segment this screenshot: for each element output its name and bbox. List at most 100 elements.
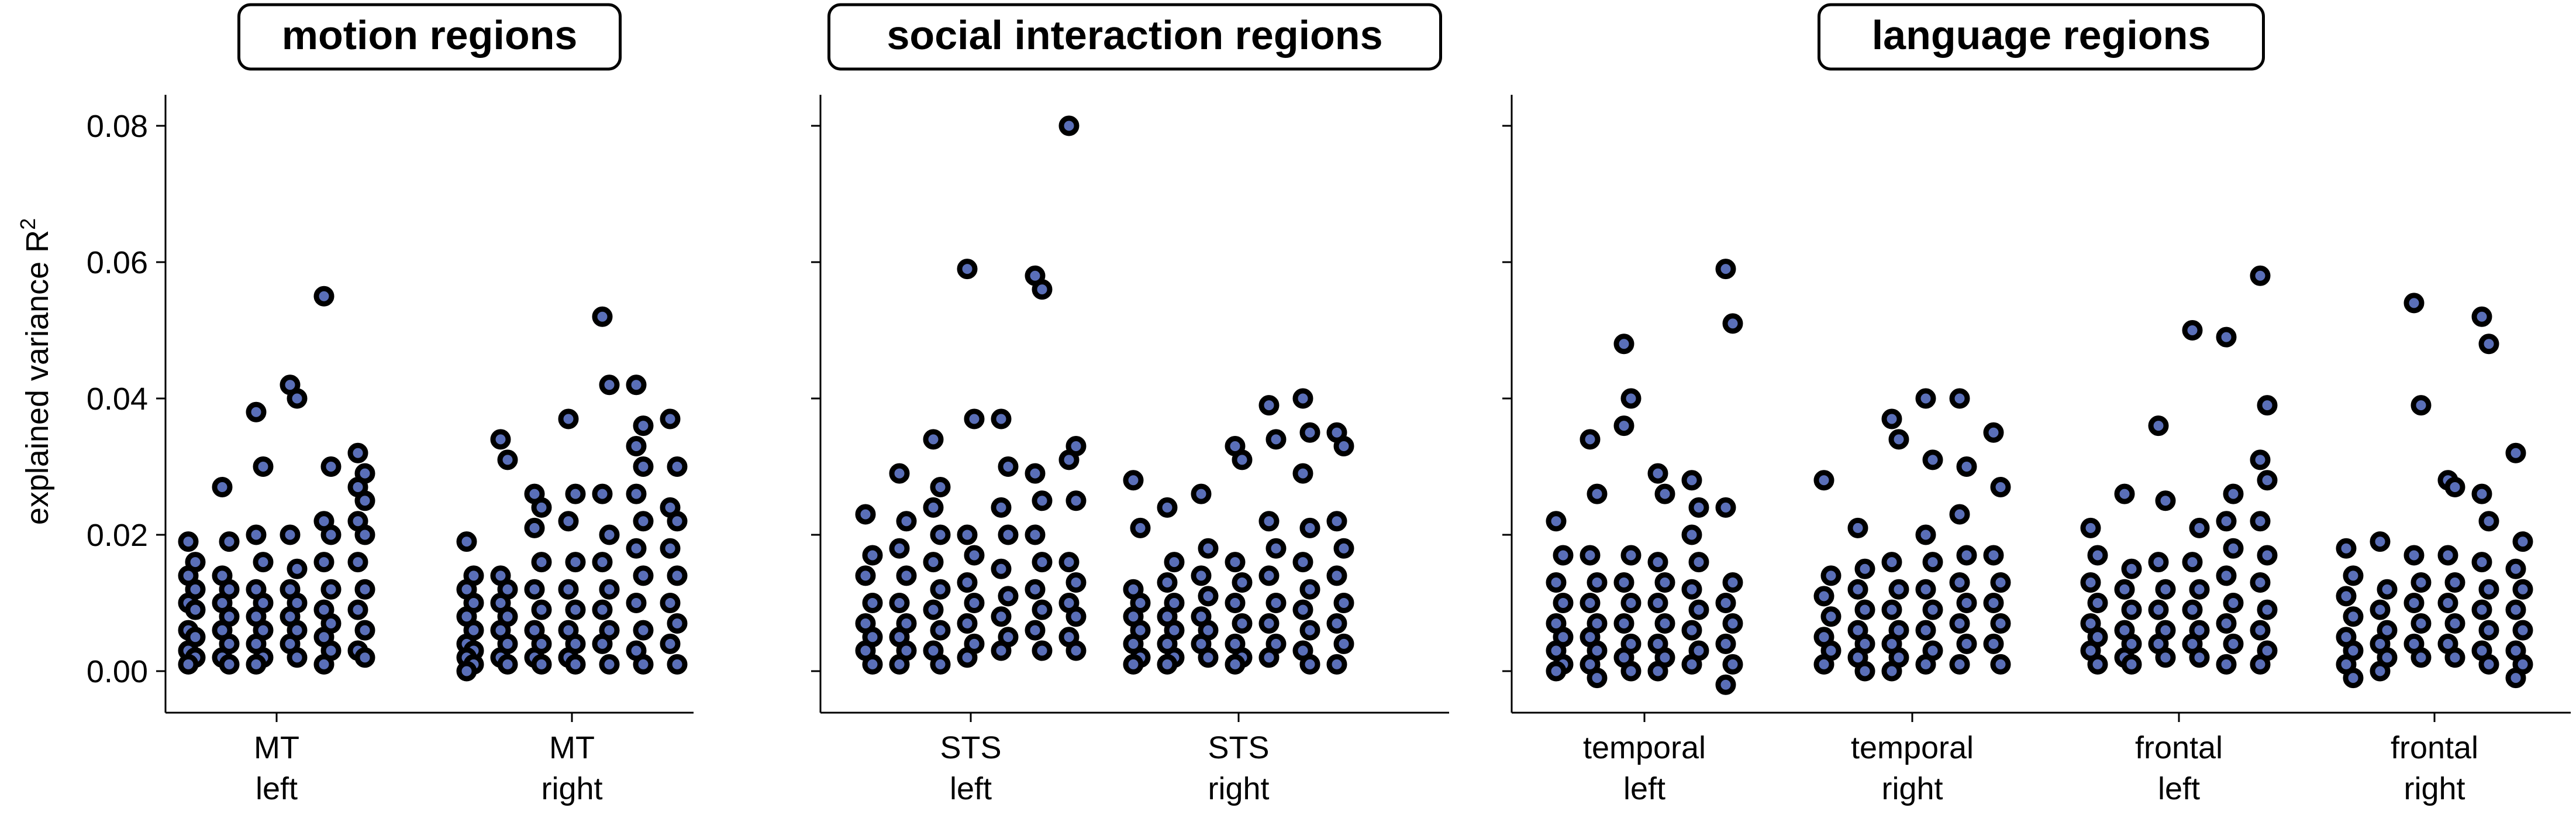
data-point (1620, 661, 1642, 682)
data-point (347, 599, 368, 620)
data-point (2444, 647, 2465, 668)
data-point (923, 599, 944, 620)
data-point (1032, 279, 1053, 300)
x-tick-label-line1: frontal (2135, 730, 2223, 765)
data-point (1232, 449, 1253, 470)
data-point (1681, 654, 1702, 675)
data-point (2411, 395, 2432, 416)
data-point (2505, 558, 2526, 579)
data-point (2216, 613, 2237, 634)
data-point (1654, 483, 1675, 504)
data-point (626, 374, 647, 396)
data-point (1990, 654, 2011, 675)
data-point (1258, 565, 1280, 586)
data-point (1949, 613, 1970, 634)
data-point (1292, 599, 1313, 620)
data-point (2087, 654, 2108, 675)
data-point (626, 436, 647, 457)
data-point (1813, 470, 1834, 491)
data-point (354, 647, 375, 668)
data-point (1580, 545, 1601, 566)
data-point (1265, 593, 1287, 613)
data-point (2471, 552, 2492, 573)
data-point (1546, 661, 1567, 682)
data-point (896, 565, 917, 586)
data-point (565, 552, 586, 573)
data-point (1292, 388, 1313, 409)
y-axis-label-superscript: 2 (16, 218, 40, 230)
data-point (1157, 497, 1178, 518)
data-point (2148, 599, 2169, 620)
data-point (1191, 483, 1212, 504)
data-point (1647, 593, 1668, 613)
x-tick-label-line2: left (950, 771, 992, 806)
data-point (246, 524, 267, 545)
data-point (565, 599, 586, 620)
data-point (599, 579, 620, 600)
panel-title: motion regions (282, 12, 578, 58)
data-point (1956, 633, 1977, 654)
data-point (2478, 511, 2499, 532)
data-point (1198, 586, 1219, 607)
data-point (2257, 545, 2278, 566)
data-point (185, 599, 206, 620)
data-point (2257, 395, 2278, 416)
data-point (178, 531, 199, 552)
data-point (2121, 558, 2142, 579)
data-point (2411, 647, 2432, 668)
data-point (2216, 654, 2237, 675)
data-point (1888, 429, 1909, 450)
data-point (592, 483, 613, 504)
data-point (2250, 265, 2271, 286)
data-point (1888, 579, 1909, 600)
data-point (1722, 654, 1743, 675)
data-point (599, 374, 620, 396)
data-point (1688, 599, 1709, 620)
data-point (1820, 606, 1842, 627)
data-point (1613, 334, 1634, 355)
data-point (633, 620, 654, 641)
data-point (1299, 422, 1320, 443)
data-point (354, 524, 375, 545)
data-point (1587, 668, 1608, 689)
data-point (889, 538, 910, 559)
data-point (1065, 606, 1087, 627)
y-tick-label: 0.08 (87, 109, 148, 144)
data-point (1292, 463, 1313, 484)
data-point (1123, 654, 1144, 675)
data-point (930, 654, 951, 675)
data-point (354, 620, 375, 641)
data-point (1299, 654, 1320, 675)
panel-title-box (237, 3, 622, 71)
panel-title-box (1818, 3, 2265, 71)
data-point (957, 647, 978, 668)
data-point (660, 633, 681, 654)
x-tick-label-line2: right (2403, 771, 2465, 806)
data-point (1620, 388, 1642, 409)
data-point (1265, 538, 1287, 559)
data-point (599, 654, 620, 675)
data-point (558, 511, 579, 532)
data-point (957, 259, 978, 280)
data-point (592, 306, 613, 327)
panel-1: motion regions 0.00 0.02 0.04 0.06 0.08 MT left… (87, 3, 694, 806)
data-point (2478, 334, 2499, 355)
panel-2: social interaction regions STS left STS righ… (811, 3, 1449, 806)
data-point (2403, 293, 2425, 314)
data-point (1620, 545, 1642, 566)
data-point (1922, 449, 1943, 470)
data-point (667, 613, 688, 634)
y-tick-label: 0.06 (87, 245, 148, 280)
data-point (1715, 633, 1736, 654)
data-point (1922, 599, 1943, 620)
data-point (1058, 552, 1080, 573)
data-point (930, 524, 951, 545)
data-point (1983, 593, 2004, 613)
data-point (2223, 593, 2244, 613)
data-point (1813, 654, 1834, 675)
data-point (1915, 620, 1936, 641)
data-point (1326, 654, 1347, 675)
data-point (1688, 552, 1709, 573)
data-point (287, 558, 308, 579)
data-point (1191, 565, 1212, 586)
